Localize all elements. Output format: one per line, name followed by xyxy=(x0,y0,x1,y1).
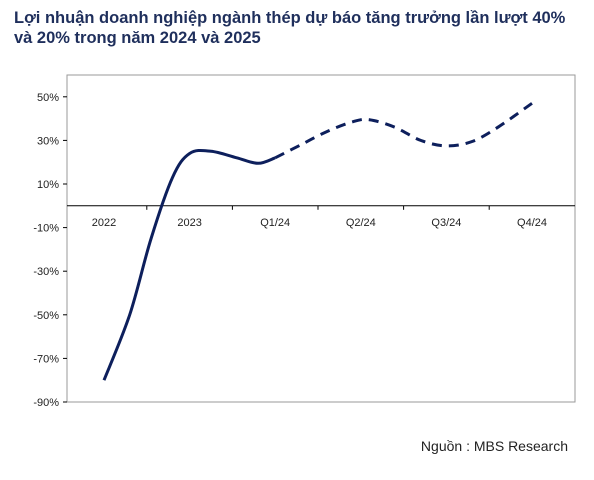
y-tick-label: -50% xyxy=(33,310,59,322)
source-note: Nguồn : MBS Research xyxy=(420,438,568,454)
forecast-line xyxy=(274,102,533,160)
x-tick-label: Q4/24 xyxy=(517,217,547,229)
y-tick-label: 30% xyxy=(37,135,59,147)
y-tick-label: 10% xyxy=(37,179,59,191)
y-axis: 50% 30% 10% -10% -30% -50% -70% -90% xyxy=(33,92,67,409)
x-tick-label: Q3/24 xyxy=(431,217,461,229)
x-axis: 2022 2023 Q1/24 Q2/24 Q3/24 Q4/24 xyxy=(92,205,547,229)
x-tick-label: Q2/24 xyxy=(346,217,376,229)
series-group xyxy=(102,102,533,381)
plot-frame xyxy=(66,74,576,403)
y-tick-label: 50% xyxy=(37,92,59,104)
actual-line xyxy=(102,148,276,381)
x-tick-label: 2023 xyxy=(177,217,201,229)
y-tick-label: -70% xyxy=(33,353,59,365)
chart-title: Lợi nhuận doanh nghiệp ngành thép dự báo… xyxy=(14,9,566,47)
y-tick-label: -90% xyxy=(33,397,59,409)
y-tick-label: -10% xyxy=(33,223,59,235)
x-tick-label: 2022 xyxy=(92,217,116,229)
x-tick-label: Q1/24 xyxy=(260,217,290,229)
y-tick-label: -30% xyxy=(33,266,59,278)
